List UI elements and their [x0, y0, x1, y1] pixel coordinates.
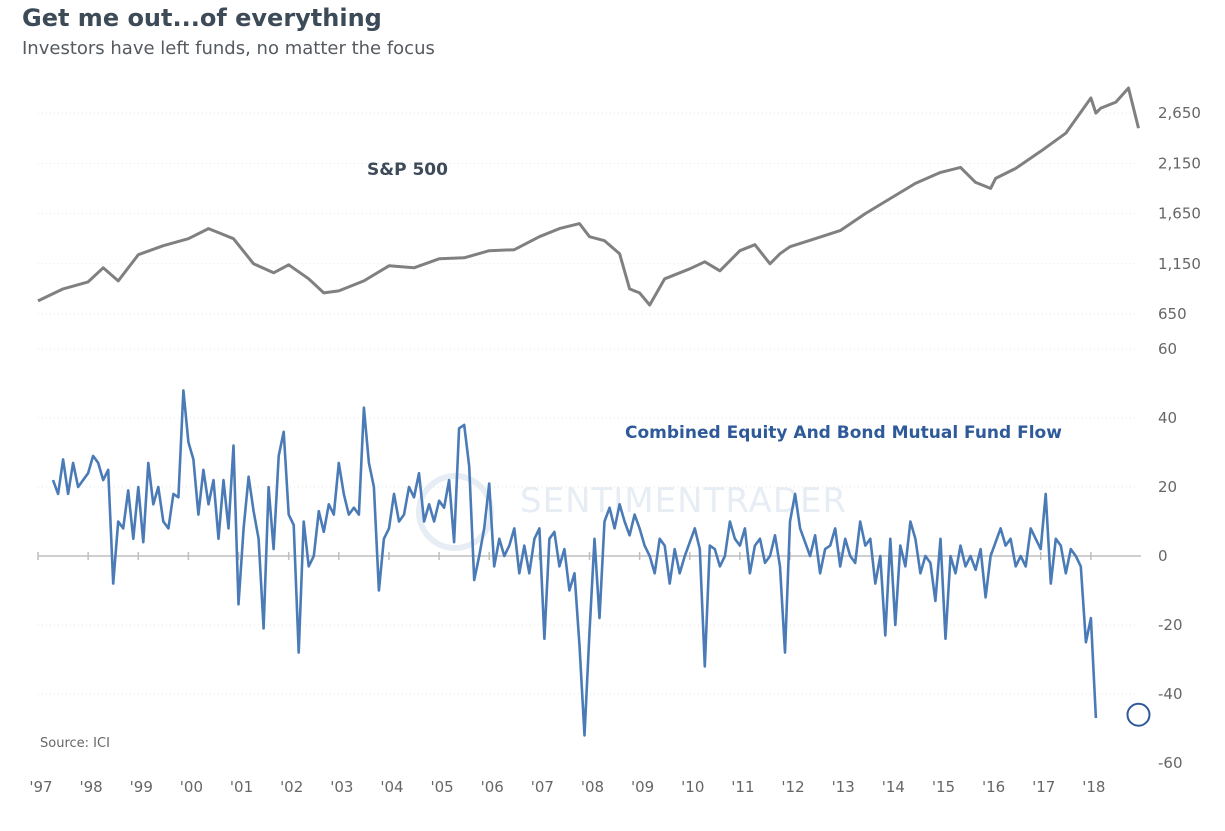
x-tick-label: '97 [29, 778, 52, 796]
flow-y-tick-label: -20 [1158, 616, 1183, 634]
sp500-line [37, 86, 1140, 307]
sp500-series [37, 86, 1140, 307]
chart-title: Get me out...of everything [22, 4, 382, 32]
gridlines [38, 112, 1141, 695]
flow-y-axis: -60 -40 -20 0 20 40 60 [1158, 340, 1183, 772]
sp500-y-tick-label: 1,650 [1158, 205, 1201, 223]
x-tick-label: '04 [380, 778, 403, 796]
sp500-y-tick-label: 1,150 [1158, 255, 1201, 273]
flow-y-tick-label: 0 [1158, 547, 1168, 565]
x-tick-label: '17 [1032, 778, 1055, 796]
latest-point-highlight [1126, 702, 1151, 727]
x-tick-label: '09 [631, 778, 654, 796]
sp500-y-tick-label: 2,150 [1158, 154, 1201, 172]
flow-y-tick-label: 20 [1158, 478, 1177, 496]
x-tick-label: '12 [781, 778, 804, 796]
x-tick-label: '18 [1082, 778, 1105, 796]
sp500-y-tick-label: 2,650 [1158, 104, 1201, 122]
flow-label: Combined Equity And Bond Mutual Fund Flo… [625, 423, 1062, 443]
sp500-label: S&P 500 [367, 160, 448, 180]
x-tick-label: '11 [731, 778, 754, 796]
x-tick-label: '06 [481, 778, 504, 796]
x-tick-label: '07 [531, 778, 554, 796]
x-tick-label: '01 [230, 778, 253, 796]
sp500-y-axis: 650 1,150 1,650 2,150 2,650 [1158, 104, 1201, 323]
x-tick-label: '15 [932, 778, 955, 796]
x-tick-label: '10 [681, 778, 704, 796]
x-tick-label: '14 [882, 778, 905, 796]
flow-y-tick-label: -40 [1158, 685, 1183, 703]
x-tick-label: '02 [280, 778, 303, 796]
flow-y-tick-label: 60 [1158, 340, 1177, 358]
flow-y-tick-label: -60 [1158, 754, 1183, 772]
x-tick-label: '03 [330, 778, 353, 796]
x-tick-label: '16 [982, 778, 1005, 796]
flow-series [51, 389, 1151, 737]
x-axis: '97 '98 '99 '00 '01 '02 '03 '04 '05 '06 '07 '08 '09 '… [29, 552, 1105, 796]
x-tick-label: '13 [832, 778, 855, 796]
x-tick-label: '08 [581, 778, 604, 796]
x-tick-label: '98 [80, 778, 103, 796]
source-note: Source: ICI [40, 736, 110, 751]
x-tick-label: '05 [430, 778, 453, 796]
flow-y-tick-label: 40 [1158, 409, 1177, 427]
x-tick-label: '00 [180, 778, 203, 796]
chart-subtitle: Investors have left funds, no matter the… [22, 38, 435, 59]
flow-line [51, 389, 1098, 737]
sp500-y-tick-label: 650 [1158, 305, 1187, 323]
x-tick-label: '99 [130, 778, 153, 796]
